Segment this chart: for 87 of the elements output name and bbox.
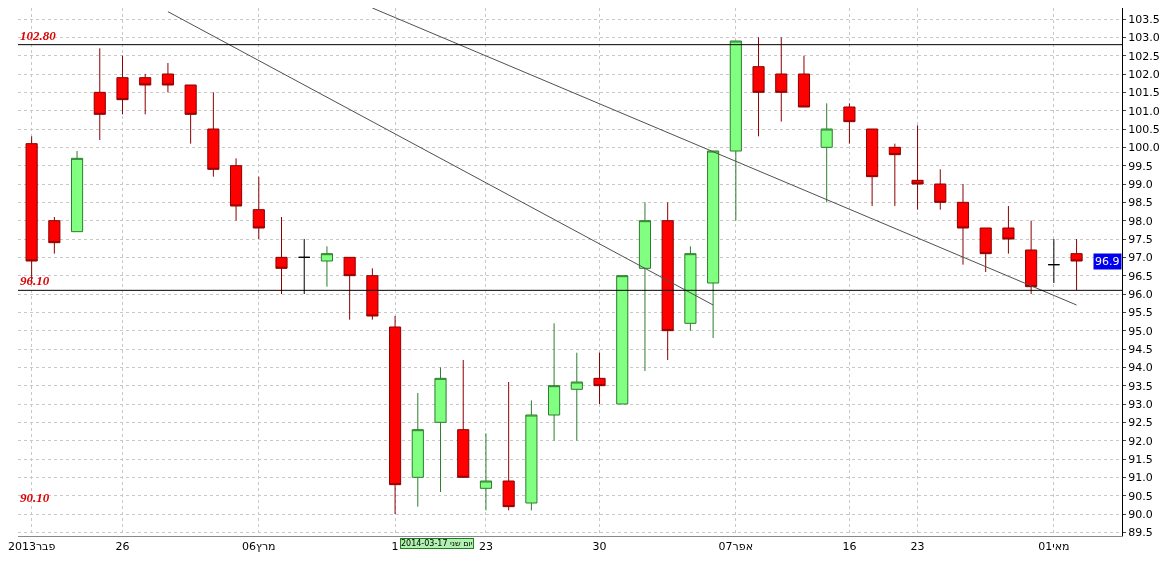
candlestick [843, 102, 856, 145]
candlestick [1070, 238, 1083, 291]
candlestick [548, 322, 561, 442]
y-tick-label: 92.0 [1128, 434, 1153, 448]
y-tick-label: 102.5 [1128, 49, 1160, 63]
y-tick-label: 93.5 [1128, 379, 1153, 393]
y-tick-label: 93.0 [1128, 397, 1153, 411]
candlestick [1047, 238, 1060, 284]
y-tick-label: 102.0 [1128, 67, 1160, 81]
candlestick [1025, 220, 1038, 295]
candlestick [161, 62, 174, 93]
y-tick-label: 103.0 [1128, 31, 1160, 45]
candlestick [116, 55, 129, 115]
x-tick-label: 01מאי [1038, 540, 1070, 554]
candlestick [93, 47, 106, 141]
y-tick-label: 89.5 [1128, 526, 1153, 540]
candlestick [956, 183, 970, 266]
y-tick-label: 94.0 [1128, 361, 1153, 375]
candlestick [502, 381, 515, 511]
candlestick [866, 128, 879, 207]
y-tick-label: 103.5 [1128, 12, 1160, 26]
text: 2014-03-17 יום שני [401, 539, 473, 548]
y-tick-label: 98.5 [1128, 196, 1153, 210]
candlestick [457, 359, 470, 478]
x-tick-label: 26 [115, 540, 130, 554]
y-tick-label: 92.5 [1128, 416, 1153, 430]
candlestick [797, 55, 811, 108]
y-tick-label: 91.0 [1128, 471, 1153, 485]
y-tick-label: 98.0 [1128, 214, 1153, 228]
candlestick [775, 36, 788, 123]
x-tick-label: 07אפר [718, 540, 754, 554]
x-tick-label: 16 [842, 540, 857, 554]
y-tick-label: 99.0 [1128, 177, 1153, 191]
candlestick [752, 36, 765, 137]
candlestick [570, 352, 583, 442]
candlestick [252, 176, 265, 240]
candlestick [593, 352, 606, 405]
candlestick [911, 124, 924, 211]
candlestick [979, 227, 992, 273]
candlestick [275, 216, 288, 295]
candlestick [434, 366, 447, 493]
candlestick [638, 201, 652, 372]
candlestick [207, 91, 220, 178]
candlestick [230, 157, 243, 222]
candlestick [411, 392, 424, 508]
candlestick [684, 245, 697, 332]
x-tick-label: 30 [592, 540, 607, 554]
annotation: 90.10 [20, 490, 50, 505]
x-tick-label: 23 [478, 540, 493, 554]
y-tick-label: 97.0 [1128, 251, 1153, 265]
x-tick-label: 06מרץ [241, 540, 276, 554]
text: 96.9 [1095, 255, 1120, 268]
candlestick [71, 150, 84, 233]
ref-line-label: 102.80 [20, 28, 57, 43]
candlestick [934, 168, 947, 211]
ref-line-label: 96.10 [20, 273, 50, 288]
y-tick-label: 96.0 [1128, 287, 1153, 301]
y-tick-label: 95.0 [1128, 324, 1153, 338]
y-tick-label: 97.5 [1128, 232, 1153, 246]
y-tick-label: 91.5 [1128, 452, 1153, 466]
candlestick [661, 201, 674, 361]
y-tick-label: 101.5 [1128, 86, 1160, 100]
y-tick-label: 90.5 [1128, 489, 1153, 503]
y-tick-label: 90.0 [1128, 507, 1153, 521]
candlestick [820, 102, 833, 203]
y-tick-label: 95.5 [1128, 306, 1153, 320]
candlestick [139, 73, 152, 115]
y-tick-label: 94.5 [1128, 342, 1153, 356]
y-tick-label: 100.5 [1128, 122, 1160, 136]
x-tick-label: 2013פבר [7, 540, 56, 554]
candlestick [48, 216, 61, 255]
candlestick [707, 150, 720, 339]
x-tick-label: 1 [391, 540, 399, 554]
candlestick [366, 267, 379, 321]
candlestick [184, 84, 197, 145]
candlestick [479, 432, 493, 511]
y-tick-label: 96.5 [1128, 269, 1153, 283]
candlestick [343, 256, 356, 321]
y-tick-label: 99.5 [1128, 159, 1153, 173]
x-tick-label: 23 [910, 540, 925, 554]
candlestick [616, 275, 629, 405]
candlestick [320, 245, 333, 288]
y-tick-label: 101.0 [1128, 104, 1160, 118]
y-tick-label: 100.0 [1128, 141, 1160, 155]
candlestick [1002, 205, 1015, 255]
candlestick [525, 399, 538, 511]
candlestick [888, 143, 901, 207]
